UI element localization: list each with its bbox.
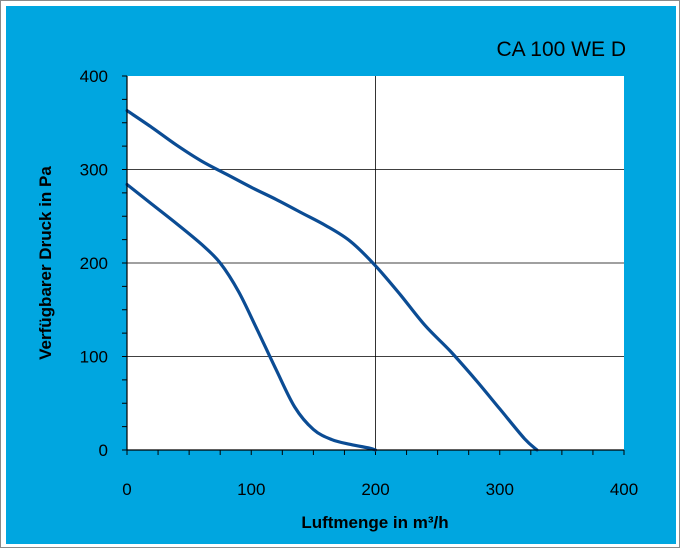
axis-ticks bbox=[122, 75, 625, 455]
tick-labels: 0 100 200 300 400 0 100 200 300 400 bbox=[80, 67, 639, 499]
axes bbox=[126, 76, 624, 451]
grid-lines bbox=[127, 76, 624, 450]
series-lines bbox=[125, 109, 539, 452]
x-tick-label-400: 400 bbox=[610, 480, 638, 499]
y-tick-label-300: 300 bbox=[80, 161, 108, 180]
y-axis-label: Verfügbarer Druck in Pa bbox=[36, 166, 55, 360]
series-line-2 bbox=[125, 182, 378, 452]
y-tick-label-0: 0 bbox=[99, 441, 108, 460]
series-line-1 bbox=[125, 109, 539, 452]
x-tick-label-100: 100 bbox=[237, 480, 265, 499]
x-tick-label-200: 200 bbox=[361, 480, 389, 499]
x-tick-label-0: 0 bbox=[122, 480, 131, 499]
y-tick-label-200: 200 bbox=[80, 254, 108, 273]
x-axis-label: Luftmenge in m³/h bbox=[301, 513, 448, 532]
chart-title: CA 100 WE D bbox=[496, 38, 626, 61]
x-tick-label-300: 300 bbox=[486, 480, 514, 499]
y-tick-label-100: 100 bbox=[80, 348, 108, 367]
y-tick-label-400: 400 bbox=[80, 67, 108, 86]
